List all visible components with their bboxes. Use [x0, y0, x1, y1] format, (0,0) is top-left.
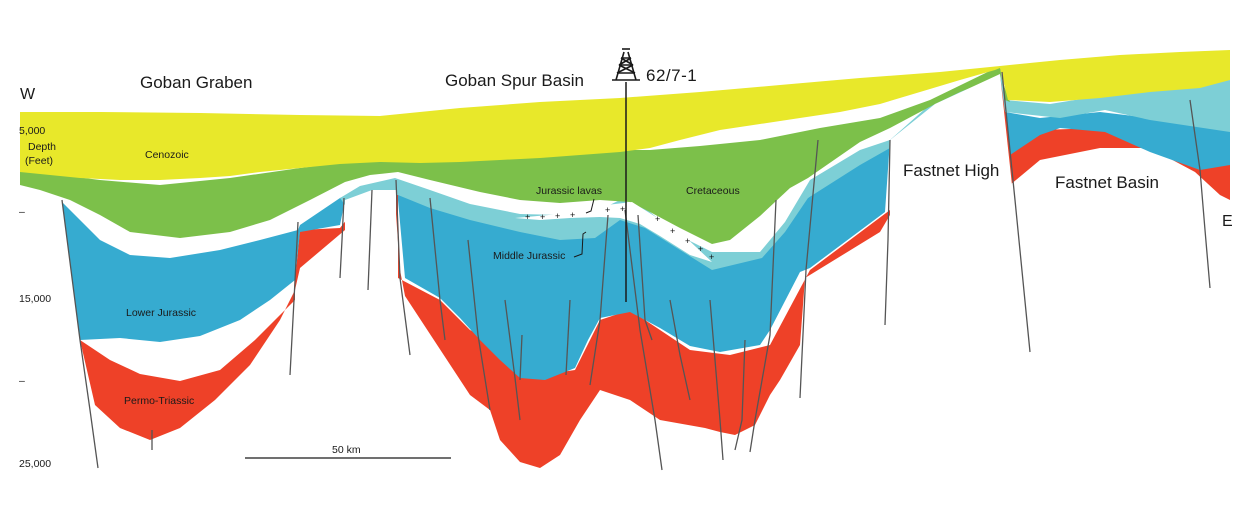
depth-axis: 5,000 Depth (Feet) – 15,000 – 25,000	[19, 125, 56, 470]
layer-middle-jurassic	[340, 68, 1230, 270]
depth-tick-15000: 15,000	[19, 293, 51, 305]
middle-jurassic-label: Middle Jurassic	[493, 250, 565, 262]
svg-text:+: +	[525, 212, 530, 222]
goban-spur-basin-label: Goban Spur Basin	[445, 71, 584, 90]
depth-axis-title-line1: Depth	[28, 141, 56, 153]
fastnet-high-basement	[890, 74, 1030, 352]
scale-bar-label: 50 km	[332, 444, 361, 456]
svg-text:+: +	[540, 212, 545, 222]
depth-tick-20000: –	[19, 375, 25, 387]
svg-text:+: +	[709, 252, 714, 262]
drilling-rig-icon	[612, 48, 640, 81]
svg-text:+: +	[570, 210, 575, 220]
middle-jurassic-leader	[573, 231, 587, 258]
fastnet-high-label: Fastnet High	[903, 161, 999, 180]
faults	[61, 71, 1211, 471]
jurassic-lavas-leader	[585, 198, 595, 214]
jurassic-lavas-label: Jurassic lavas	[536, 185, 602, 197]
cretaceous-label: Cretaceous	[686, 185, 740, 197]
lower-jurassic-label: Lower Jurassic	[126, 307, 196, 319]
well-62-7-1: 62/7-1	[612, 48, 697, 302]
svg-text:+: +	[620, 204, 625, 214]
well-name-label: 62/7-1	[646, 66, 697, 85]
svg-text:+: +	[555, 211, 560, 221]
depth-tick-10000: –	[19, 206, 25, 218]
layer-cenozoic	[20, 50, 1230, 180]
goban-graben-label: Goban Graben	[140, 73, 252, 92]
depth-axis-title-line2: (Feet)	[25, 155, 53, 167]
svg-text:+: +	[605, 205, 610, 215]
layer-permo-triassic	[80, 68, 1230, 468]
jurassic-lavas-pattern: + + + + + + + + + + +	[525, 204, 714, 262]
svg-text:+: +	[670, 226, 675, 236]
svg-text:+: +	[698, 244, 703, 254]
depth-tick-5000: 5,000	[19, 125, 45, 137]
west-label: W	[20, 86, 36, 103]
cenozoic-label: Cenozoic	[145, 149, 189, 161]
depth-tick-25000: 25,000	[19, 458, 51, 470]
fastnet-basin-label: Fastnet Basin	[1055, 173, 1159, 192]
permo-triassic-label: Permo-Triassic	[124, 395, 194, 407]
jurassic-lavas-body	[515, 202, 712, 262]
svg-text:+: +	[655, 214, 660, 224]
east-label: E	[1222, 213, 1233, 230]
svg-text:+: +	[685, 236, 690, 246]
scale-bar: 50 km	[245, 444, 451, 459]
